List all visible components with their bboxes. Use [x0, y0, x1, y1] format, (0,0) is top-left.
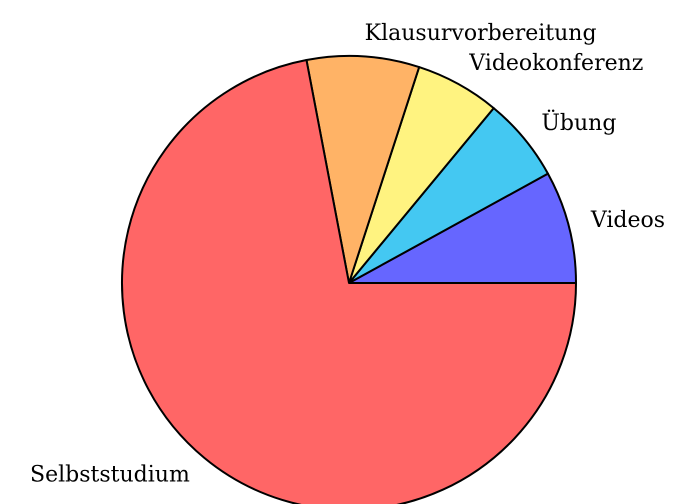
- slice-label: Videos: [590, 208, 665, 233]
- slice-label: Klausurvorbereitung: [365, 21, 597, 46]
- slice-label: Übung: [541, 109, 616, 136]
- pie-slice: [348, 172, 577, 284]
- slice-label: Videokonferenz: [468, 51, 643, 76]
- pie-slice: [121, 59, 577, 504]
- pie-slice: [305, 55, 421, 284]
- slice-label: Selbststudium: [30, 462, 190, 487]
